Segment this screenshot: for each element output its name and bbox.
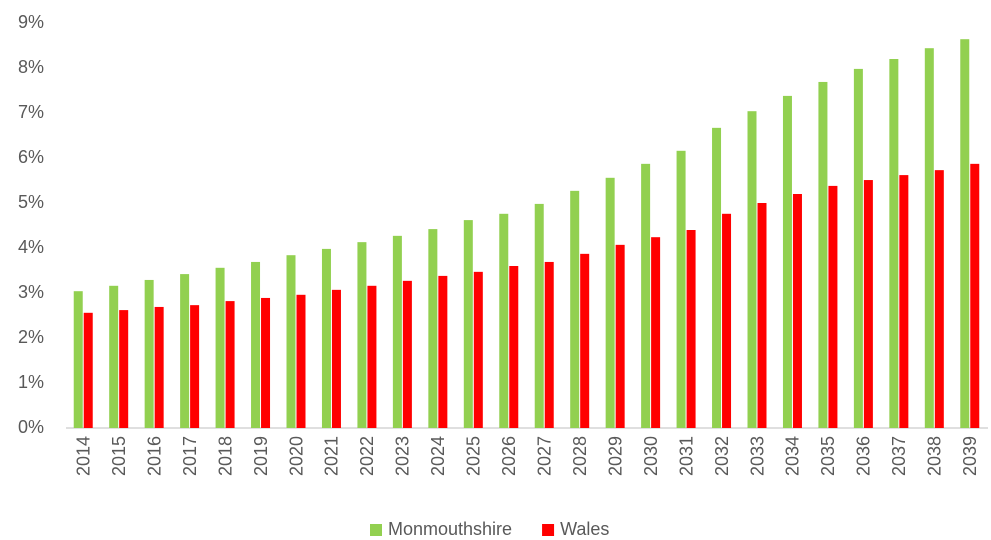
y-tick-label: 8% (18, 57, 44, 77)
bar (828, 185, 838, 428)
bar (615, 244, 625, 428)
bar (605, 177, 615, 428)
bar (251, 261, 261, 428)
bar (712, 127, 722, 428)
bar (863, 180, 873, 428)
bar (73, 291, 83, 428)
x-tick-label: 2039 (960, 436, 980, 476)
x-tick-label: 2025 (464, 436, 484, 476)
x-tick-label: 2033 (747, 436, 767, 476)
bar (392, 235, 402, 428)
x-tick-label: 2016 (144, 436, 164, 476)
bar (109, 285, 119, 428)
bar (144, 279, 154, 428)
x-tick-label: 2021 (322, 436, 342, 476)
bar (580, 253, 590, 428)
y-tick-label: 7% (18, 102, 44, 122)
y-tick-label: 9% (18, 12, 44, 32)
bar (722, 213, 732, 428)
bar (190, 305, 200, 428)
bar (757, 203, 767, 428)
bar (924, 48, 934, 428)
bar (357, 242, 367, 428)
bar (747, 111, 757, 428)
bar (509, 266, 519, 428)
bar (544, 261, 554, 428)
x-tick-label: 2037 (889, 436, 909, 476)
bar (402, 280, 412, 428)
x-tick-label: 2030 (641, 436, 661, 476)
y-tick-label: 6% (18, 147, 44, 167)
x-tick-label: 2023 (393, 436, 413, 476)
bar (960, 39, 970, 428)
x-tick-label: 2026 (499, 436, 519, 476)
bar (463, 220, 473, 428)
x-tick-label: 2034 (783, 436, 803, 476)
y-tick-label: 2% (18, 327, 44, 347)
x-tick-label: 2036 (854, 436, 874, 476)
bar (473, 271, 483, 428)
bar (534, 203, 544, 428)
x-tick-label: 2019 (251, 436, 271, 476)
bar (331, 289, 341, 428)
y-tick-label: 3% (18, 282, 44, 302)
y-tick-label: 4% (18, 237, 44, 257)
bar (261, 297, 271, 428)
bar (934, 170, 944, 428)
bar (321, 248, 331, 428)
bar (296, 294, 306, 428)
x-tick-label: 2018 (215, 436, 235, 476)
bar (570, 190, 580, 428)
x-tick-label: 2032 (712, 436, 732, 476)
bar (286, 255, 296, 428)
x-tick-label: 2014 (73, 436, 93, 476)
legend-label: Monmouthshire (388, 519, 512, 539)
legend-swatch (370, 524, 382, 536)
legend-swatch (542, 524, 555, 536)
x-tick-label: 2027 (534, 436, 554, 476)
bar (641, 163, 651, 428)
x-tick-label: 2015 (109, 436, 129, 476)
x-tick-label: 2017 (180, 436, 200, 476)
bar (438, 275, 448, 428)
bar (180, 274, 190, 428)
x-tick-label: 2022 (357, 436, 377, 476)
bar (651, 237, 661, 428)
x-tick-label: 2038 (925, 436, 945, 476)
bar (119, 310, 129, 428)
bar (889, 59, 899, 428)
legend-label: Wales (560, 519, 609, 539)
x-tick-label: 2024 (428, 436, 448, 476)
bar (428, 229, 438, 428)
bar (686, 230, 696, 428)
bar (215, 267, 225, 428)
bar (225, 301, 235, 428)
y-tick-label: 1% (18, 372, 44, 392)
y-tick-label: 5% (18, 192, 44, 212)
bar (367, 285, 377, 428)
x-tick-label: 2020 (286, 436, 306, 476)
bar (676, 150, 686, 429)
bar (499, 213, 509, 428)
bar (818, 81, 828, 428)
x-tick-label: 2028 (570, 436, 590, 476)
bar (154, 306, 164, 428)
bar (853, 68, 863, 429)
bar (83, 312, 93, 428)
y-tick-label: 0% (18, 417, 44, 437)
x-tick-label: 2029 (605, 436, 625, 476)
bar (970, 163, 980, 428)
bar (899, 175, 909, 428)
x-tick-label: 2035 (818, 436, 838, 476)
bar (782, 95, 792, 429)
bar (792, 194, 802, 428)
x-tick-label: 2031 (676, 436, 696, 476)
